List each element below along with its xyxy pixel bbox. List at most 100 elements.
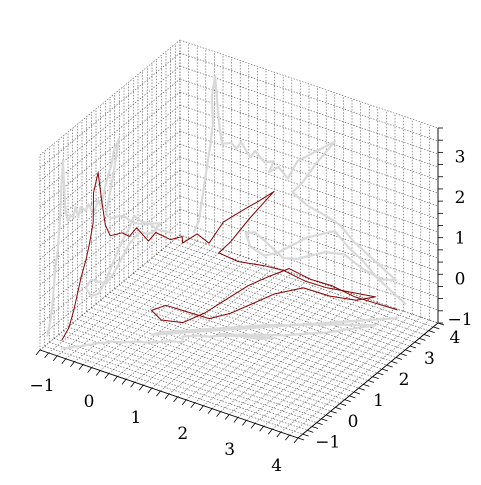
floor-grid-y bbox=[156, 253, 415, 343]
x-minor-tick bbox=[78, 364, 84, 370]
shadow-back-0 bbox=[193, 75, 407, 305]
x-tick-label: 2 bbox=[177, 424, 188, 444]
x-minor-tick bbox=[35, 349, 41, 356]
x-minor-tick bbox=[233, 417, 239, 423]
x-minor-tick bbox=[44, 352, 49, 359]
y-minor-tick bbox=[391, 360, 398, 364]
x-minor-tick bbox=[147, 387, 153, 394]
x-minor-tick bbox=[130, 382, 135, 388]
shadow-floor-0 bbox=[60, 317, 399, 350]
y-minor-tick bbox=[372, 376, 379, 380]
back-grid-z bbox=[179, 104, 439, 194]
x-minor-tick bbox=[95, 370, 101, 376]
y-minor-tick bbox=[325, 414, 333, 418]
y-minor-tick bbox=[344, 399, 351, 403]
floor-grid-x bbox=[289, 319, 430, 436]
y-tick-label: 4 bbox=[449, 328, 460, 348]
trajectory-line-0 bbox=[61, 172, 398, 341]
y-minor-tick bbox=[321, 418, 328, 422]
back-grid-z bbox=[179, 169, 439, 259]
floor-grid-y bbox=[165, 246, 425, 335]
y-minor-tick bbox=[428, 330, 435, 334]
y-minor-tick bbox=[349, 395, 356, 399]
x-minor-tick bbox=[207, 408, 213, 414]
y-minor-tick bbox=[405, 349, 412, 353]
x-minor-tick bbox=[224, 414, 230, 420]
x-tick-label: 1 bbox=[130, 408, 141, 428]
x-minor-tick bbox=[104, 373, 110, 379]
z-tick-label: 3 bbox=[455, 147, 466, 167]
back-grid-z bbox=[179, 117, 439, 207]
y-tick-label: 0 bbox=[348, 412, 359, 432]
y-tick-label: −1 bbox=[315, 433, 340, 453]
back-grid-z bbox=[179, 78, 439, 168]
floor-grid-x bbox=[211, 293, 353, 409]
x-minor-tick bbox=[121, 379, 127, 385]
floor-grid-y bbox=[128, 276, 387, 366]
x-minor-tick bbox=[199, 405, 204, 411]
x-minor-tick bbox=[61, 358, 67, 365]
floor-grid-x bbox=[203, 290, 344, 406]
x-minor-tick bbox=[173, 396, 178, 403]
x-tick-label: 3 bbox=[224, 440, 235, 460]
z-tick-label: 2 bbox=[455, 188, 466, 208]
y-minor-tick bbox=[363, 383, 370, 387]
x-minor-tick bbox=[181, 399, 187, 406]
x-minor-tick bbox=[113, 376, 118, 382]
x-minor-tick bbox=[190, 402, 196, 409]
back-grid-z bbox=[179, 208, 439, 298]
floor-grid-y bbox=[175, 238, 434, 328]
back-grid-z bbox=[179, 65, 439, 155]
side-grid-z bbox=[39, 52, 181, 169]
floor-grid-y bbox=[151, 257, 411, 347]
y-minor-tick bbox=[335, 406, 342, 410]
z-tick-label: 1 bbox=[455, 229, 466, 249]
y-tick-label: 3 bbox=[424, 349, 435, 369]
floor-grid-y bbox=[142, 265, 401, 354]
floor-grid-y bbox=[114, 288, 373, 377]
y-minor-tick bbox=[419, 337, 426, 341]
floor-grid-x bbox=[194, 287, 335, 404]
floor-grid-y bbox=[147, 261, 406, 351]
floor-grid-x bbox=[229, 299, 370, 415]
y-minor-tick bbox=[311, 426, 319, 429]
x-minor-tick bbox=[156, 390, 161, 397]
y-minor-tick bbox=[395, 357, 403, 360]
y-minor-tick bbox=[316, 422, 323, 426]
chart-axes bbox=[35, 127, 445, 444]
y-minor-tick bbox=[409, 345, 417, 349]
y-minor-tick bbox=[377, 372, 384, 376]
y-minor-tick bbox=[297, 437, 305, 441]
floor-grid-x bbox=[280, 316, 421, 433]
trajectory bbox=[61, 172, 398, 341]
x-minor-tick bbox=[250, 423, 256, 429]
back-grid-z bbox=[179, 91, 439, 181]
y-tick-label: 2 bbox=[399, 370, 410, 390]
shadow-side-0 bbox=[46, 137, 174, 337]
side-grid-z bbox=[39, 169, 181, 286]
y-minor-tick bbox=[386, 364, 393, 368]
x-minor-tick bbox=[216, 411, 221, 417]
x-tick-label: 0 bbox=[84, 392, 95, 412]
floor-grid-y bbox=[133, 273, 392, 362]
floor-grid-x bbox=[263, 311, 404, 427]
floor-grid-x bbox=[220, 296, 361, 412]
x-minor-tick bbox=[138, 384, 144, 391]
z-tick-label: 0 bbox=[455, 269, 466, 289]
x-minor-tick bbox=[52, 355, 58, 362]
x-minor-tick bbox=[70, 361, 75, 367]
y-minor-tick bbox=[330, 410, 337, 414]
back-grid-z bbox=[179, 39, 439, 129]
z-tick-label: −1 bbox=[447, 310, 472, 330]
y-minor-tick bbox=[339, 403, 347, 406]
y-minor-tick bbox=[433, 326, 440, 330]
x-minor-tick bbox=[293, 437, 299, 444]
floor-grid-y bbox=[161, 250, 420, 339]
y-minor-tick bbox=[307, 429, 314, 433]
x-minor-tick bbox=[259, 426, 264, 432]
side-grid-z bbox=[39, 39, 181, 156]
y-tick-label: 1 bbox=[373, 391, 384, 411]
floor-grid-y bbox=[170, 242, 429, 331]
